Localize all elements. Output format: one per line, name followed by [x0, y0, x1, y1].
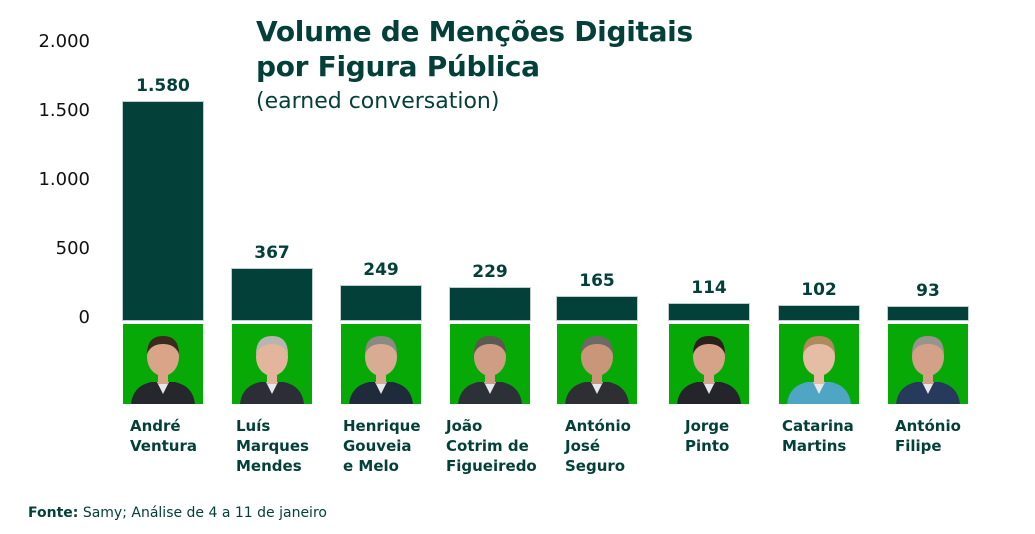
person-silhouette-icon — [240, 336, 304, 404]
portrait-photo — [557, 324, 637, 404]
chart-title-line-1: Volume de Menções Digitais — [256, 15, 693, 48]
bar-value-label: 1.580 — [136, 75, 190, 96]
bar — [557, 297, 637, 320]
bar-value-label: 367 — [254, 243, 290, 264]
bar — [341, 285, 421, 320]
bar-value-label: 165 — [579, 271, 615, 292]
category-label: Henrique Gouveia e Melo — [343, 417, 421, 475]
category-label: Catarina Martins — [782, 417, 854, 455]
source-text: Samy; Análise de 4 a 11 de janeiro — [78, 505, 327, 521]
portrait-photo — [123, 324, 203, 404]
person-silhouette-icon — [349, 336, 413, 404]
category-label: João Cotrim de Figueiredo — [446, 417, 537, 475]
portrait-photo — [232, 324, 312, 404]
source-label: Fonte: — [28, 505, 79, 521]
source-note: Fonte: Samy; Análise de 4 a 11 de janeir… — [28, 505, 327, 521]
bar — [669, 304, 749, 320]
portrait-photo — [341, 324, 421, 404]
y-tick-label: 0 — [78, 307, 90, 328]
y-tick-label: 500 — [55, 238, 90, 259]
y-tick-label: 1.500 — [38, 100, 90, 121]
bar — [779, 305, 859, 320]
portrait-photo — [669, 324, 749, 404]
bar — [232, 269, 312, 320]
y-tick-label: 1.000 — [38, 169, 90, 190]
category-label: Luís Marques Mendes — [236, 417, 309, 475]
person-silhouette-icon — [896, 336, 960, 404]
chart-title: Volume de Menções Digitais por Figura Pú… — [256, 14, 693, 84]
bar-value-label: 249 — [363, 259, 399, 280]
bar-value-label: 114 — [691, 278, 727, 299]
person-silhouette-icon — [787, 336, 851, 404]
category-label: António Filipe — [895, 417, 961, 455]
portrait-photo — [450, 324, 530, 404]
portrait-photo — [779, 324, 859, 404]
chart-subtitle: (earned conversation) — [256, 89, 500, 114]
bar-value-label: 102 — [801, 279, 837, 300]
person-silhouette-icon — [677, 336, 741, 404]
bar-value-label: 93 — [916, 281, 940, 302]
bar — [123, 101, 203, 320]
portrait-photo — [888, 324, 968, 404]
category-label: Jorge Pinto — [685, 417, 730, 455]
category-label: André Ventura — [130, 417, 198, 455]
chart-title-line-2: por Figura Pública — [256, 50, 540, 83]
category-label: António José Seguro — [565, 417, 631, 475]
bar-value-label: 229 — [472, 262, 508, 283]
person-silhouette-icon — [458, 336, 522, 404]
bar — [888, 307, 968, 320]
y-tick-label: 2.000 — [38, 31, 90, 52]
bar — [450, 288, 530, 320]
person-silhouette-icon — [565, 336, 629, 404]
person-silhouette-icon — [131, 336, 195, 404]
